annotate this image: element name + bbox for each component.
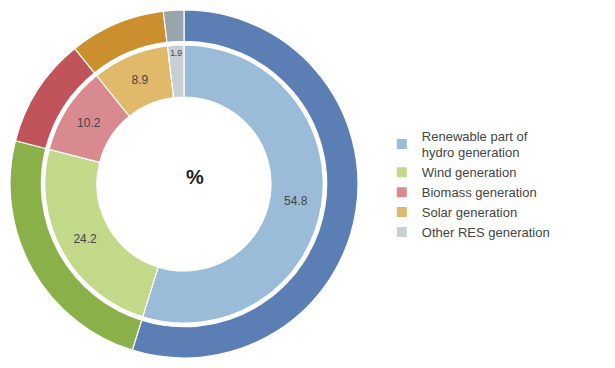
svg-text:Renewable part ofhydro generat: Renewable part ofhydro generation — [422, 129, 528, 161]
svg-text:8.9: 8.9 — [132, 73, 149, 87]
svg-text:10.2: 10.2 — [77, 116, 101, 130]
svg-text:1.9: 1.9 — [170, 48, 182, 58]
svg-text:Solar generation: Solar generation — [422, 205, 517, 220]
svg-text:54.8: 54.8 — [284, 194, 308, 208]
svg-text:%: % — [186, 166, 204, 188]
svg-text:Biomass generation: Biomass generation — [422, 185, 537, 200]
svg-text:Other RES generation: Other RES generation — [422, 225, 550, 240]
svg-text:Wind generation: Wind generation — [422, 165, 517, 180]
svg-text:24.2: 24.2 — [73, 232, 97, 246]
